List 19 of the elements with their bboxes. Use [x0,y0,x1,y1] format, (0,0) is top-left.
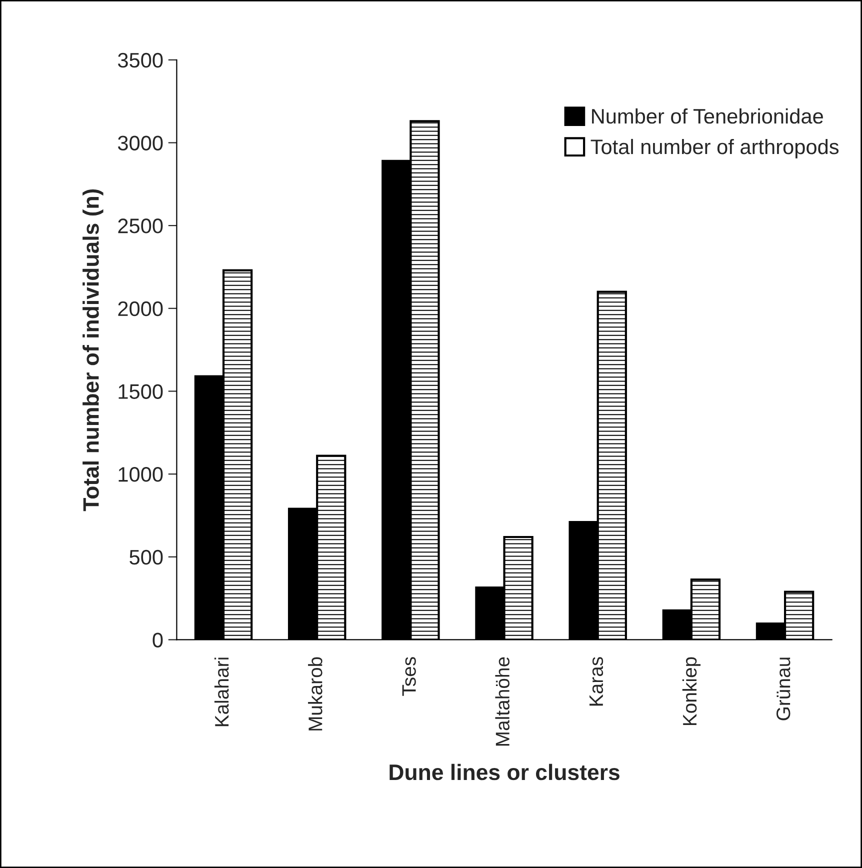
y-tick-label: 3000 [118,136,163,150]
y-tick-label: 1000 [118,467,163,482]
y-tick-label: 3500 [118,52,163,68]
y-tick-label: 500 [130,550,163,565]
y-tick-label: 2000 [118,301,163,316]
x-tick-label: Tses [402,657,416,696]
legend-label: Total number of arthropods [590,138,839,158]
y-tick-label: 2500 [118,218,163,234]
x-tick-label: Maltahöhe [495,657,510,746]
x-tick-label: Kalahari [214,658,229,726]
legend-label: Number of Tenebrionidae [592,108,823,124]
x-tick-label: Karas [590,657,604,706]
y-tick-label: 0 [152,632,163,648]
y-axis-title: Total number of individuals (n) [82,189,104,512]
x-axis-title: Dune lines or clusters [390,764,620,780]
x-tick-label: Konkiep [682,657,701,726]
x-tick-label: Grünau [776,658,790,720]
x-tick-label: Mukarob [308,657,322,730]
y-tick-label: 1500 [118,384,163,399]
